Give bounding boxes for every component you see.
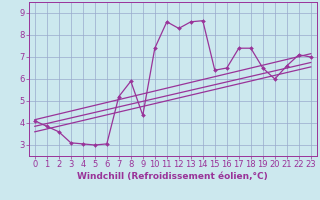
X-axis label: Windchill (Refroidissement éolien,°C): Windchill (Refroidissement éolien,°C) bbox=[77, 172, 268, 181]
